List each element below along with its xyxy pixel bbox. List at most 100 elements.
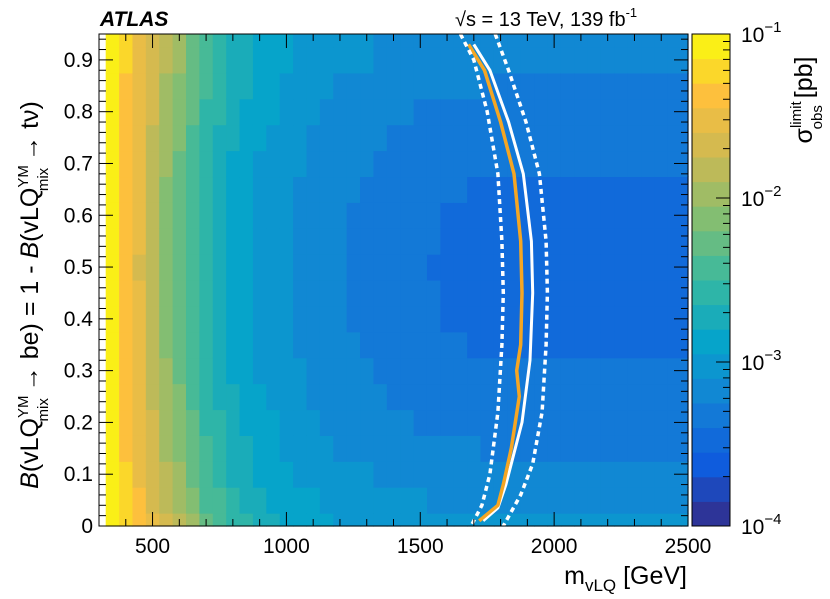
heatmap-cell	[132, 280, 147, 307]
heatmap-cell	[373, 202, 388, 229]
heatmap-cell	[373, 513, 388, 527]
heatmap-cell	[654, 435, 669, 462]
heatmap-cells	[105, 34, 689, 527]
heatmap-cell	[373, 357, 388, 385]
heatmap-cell	[212, 72, 227, 100]
heatmap-cell	[319, 72, 334, 100]
heatmap-cell	[333, 202, 348, 229]
heatmap-cell	[279, 305, 294, 333]
heatmap-cell	[400, 409, 415, 436]
heatmap-cell	[346, 176, 361, 203]
heatmap-cell	[132, 124, 147, 152]
heatmap-cell	[627, 461, 642, 488]
heatmap-cell	[654, 46, 669, 74]
colorbar-level	[692, 378, 730, 404]
colorbar-level	[692, 304, 730, 330]
heatmap-cell	[453, 254, 468, 281]
heatmap-cell	[360, 487, 375, 514]
energy-rest: = 13 TeV, 139 fb	[476, 9, 626, 31]
heatmap-cell	[413, 228, 428, 255]
heatmap-cell	[614, 357, 629, 385]
heatmap-cell	[480, 487, 495, 514]
heatmap-cell	[440, 124, 455, 152]
heatmap-cell	[266, 461, 281, 488]
heatmap-cell	[641, 383, 656, 411]
heatmap-cell	[212, 280, 227, 307]
heatmap-cell	[493, 150, 508, 178]
heatmap-cell	[346, 461, 361, 488]
heatmap-cell	[667, 487, 682, 514]
heatmap-cell	[266, 124, 281, 152]
heatmap-cell	[226, 461, 241, 488]
heatmap-cell	[574, 331, 589, 359]
heatmap-cell	[453, 409, 468, 436]
heatmap-cell	[386, 357, 401, 385]
heatmap-cell	[453, 487, 468, 514]
z-title-main: σ	[790, 127, 818, 143]
heatmap-cell	[413, 150, 428, 178]
heatmap-cell	[119, 280, 134, 307]
z-tick-label: 10−3	[741, 347, 781, 375]
heatmap-cell	[333, 435, 348, 462]
heatmap-cell	[373, 435, 388, 462]
heatmap-cell	[346, 331, 361, 359]
heatmap-cell	[105, 34, 120, 48]
heatmap-cell	[534, 72, 549, 100]
heatmap-cell	[400, 202, 415, 229]
heatmap-cell	[600, 98, 615, 126]
heatmap-cell	[226, 98, 241, 126]
heatmap-cell	[600, 124, 615, 152]
heatmap-cell	[681, 280, 689, 307]
heatmap-cell	[159, 383, 174, 411]
heatmap-cell	[654, 98, 669, 126]
heatmap-cell	[467, 124, 482, 152]
heatmap-cell	[641, 46, 656, 74]
y-tick-label: 0.1	[64, 463, 93, 486]
heatmap-cell	[293, 124, 308, 152]
heatmap-cell	[574, 357, 589, 385]
heatmap-cell	[186, 461, 200, 488]
heatmap-cell	[306, 383, 321, 411]
heatmap-cell	[587, 34, 602, 48]
heatmap-cell	[587, 513, 602, 527]
heatmap-cell	[547, 46, 562, 74]
heatmap-cell	[346, 34, 361, 48]
heatmap-cell	[547, 383, 562, 411]
heatmap-cell	[239, 46, 254, 74]
y-tick-label: 0.9	[64, 49, 93, 72]
y-tick-label: 0.4	[64, 308, 94, 331]
heatmap-cell	[333, 409, 348, 436]
limit-curve	[467, 43, 524, 523]
heatmap-cell	[574, 383, 589, 411]
heatmap-cell	[105, 228, 120, 255]
heatmap-cell	[400, 228, 415, 255]
heatmap-cell	[212, 461, 227, 488]
y-tick-label: 0.2	[64, 411, 93, 434]
heatmap-cell	[681, 383, 689, 411]
heatmap-cell	[614, 34, 629, 48]
heatmap-cell	[453, 331, 468, 359]
heatmap-cell	[627, 357, 642, 385]
heatmap-cell	[614, 150, 629, 178]
heatmap-cell	[560, 176, 575, 203]
y-axis: 0 0.1 0.2 0.3 0.4 0.5 0.6 0.7 0.8 0.9	[64, 38, 688, 538]
heatmap-cell	[480, 34, 495, 48]
heatmap-cell	[266, 280, 281, 307]
heatmap-cell	[293, 461, 308, 488]
heatmap-cell	[600, 435, 615, 462]
heatmap-cell	[145, 228, 160, 255]
heatmap-cell	[453, 228, 468, 255]
heatmap-cell	[534, 435, 549, 462]
heatmap-cell	[386, 331, 401, 359]
heatmap-cell	[534, 46, 549, 74]
heatmap-cell	[346, 435, 361, 462]
heatmap-cell	[279, 331, 294, 359]
x-title-main: m	[564, 562, 585, 590]
heatmap-cell	[574, 150, 589, 178]
heatmap-cell	[480, 254, 495, 281]
heatmap-cell	[493, 46, 508, 74]
heatmap-cell	[667, 72, 682, 100]
heatmap-cell	[293, 254, 308, 281]
heatmap-cell	[319, 228, 334, 255]
heatmap-cell	[119, 124, 134, 152]
